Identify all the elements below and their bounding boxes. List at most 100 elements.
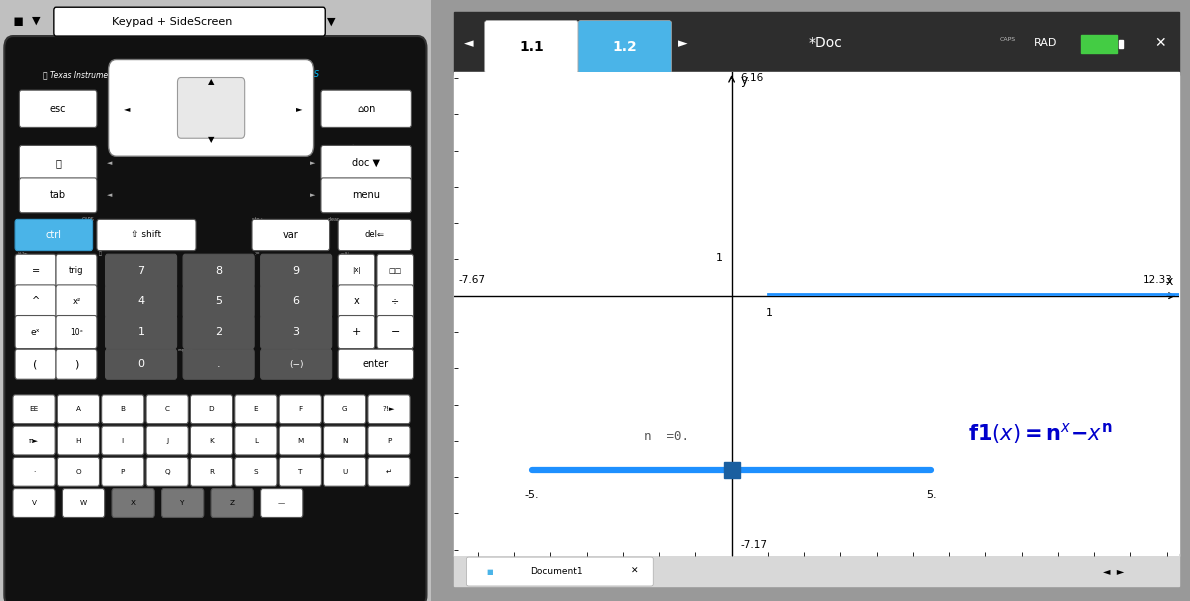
FancyBboxPatch shape	[368, 457, 411, 486]
Bar	[453, 554, 1178, 586]
Text: ◄: ◄	[464, 37, 474, 50]
Bar	[1119, 40, 1123, 48]
Text: -5.: -5.	[525, 490, 539, 500]
Text: Y: Y	[181, 500, 184, 506]
FancyBboxPatch shape	[101, 395, 144, 424]
Text: 3: 3	[293, 327, 300, 337]
Text: E: E	[253, 406, 258, 412]
Text: trig: trig	[69, 266, 83, 275]
Text: V: V	[31, 500, 37, 506]
Text: ▲: ▲	[208, 77, 214, 85]
Text: π►: π►	[29, 438, 39, 444]
Text: ⓘ: ⓘ	[58, 286, 61, 291]
FancyBboxPatch shape	[5, 36, 426, 601]
Text: menu: menu	[352, 191, 380, 200]
Text: 🐾 Texas Instruments: 🐾 Texas Instruments	[43, 70, 120, 79]
Text: x: x	[353, 296, 359, 307]
FancyBboxPatch shape	[252, 219, 330, 251]
FancyBboxPatch shape	[112, 489, 155, 517]
FancyBboxPatch shape	[146, 395, 188, 424]
Text: −: −	[390, 327, 400, 337]
Bar	[453, 12, 1178, 75]
FancyBboxPatch shape	[13, 426, 55, 455]
FancyBboxPatch shape	[377, 285, 414, 318]
Text: =: =	[31, 266, 39, 276]
Text: -7.67: -7.67	[459, 275, 486, 285]
FancyBboxPatch shape	[183, 349, 255, 379]
FancyBboxPatch shape	[57, 457, 100, 486]
FancyBboxPatch shape	[377, 254, 414, 287]
Text: ◄  ►: ◄ ►	[1103, 567, 1125, 576]
FancyBboxPatch shape	[15, 285, 56, 318]
FancyBboxPatch shape	[368, 426, 411, 455]
Text: n  =0.: n =0.	[644, 430, 689, 443]
FancyBboxPatch shape	[321, 145, 412, 180]
FancyBboxPatch shape	[56, 254, 96, 287]
FancyBboxPatch shape	[177, 78, 245, 138]
Text: ◄: ◄	[107, 160, 113, 166]
Text: Document1: Document1	[530, 567, 582, 576]
Text: 1: 1	[138, 327, 144, 337]
Text: √: √	[58, 317, 61, 322]
FancyBboxPatch shape	[96, 219, 196, 251]
Text: ↵: ↵	[386, 469, 392, 475]
Text: EE: EE	[30, 406, 38, 412]
Text: 8: 8	[215, 266, 223, 276]
Text: P: P	[387, 438, 392, 444]
Text: TI-nspire CX II CAS: TI-nspire CX II CAS	[240, 70, 319, 79]
FancyBboxPatch shape	[211, 489, 253, 517]
FancyBboxPatch shape	[338, 219, 412, 251]
Text: ◄: ◄	[107, 192, 113, 198]
Text: P: P	[120, 469, 125, 475]
Text: Q: Q	[164, 469, 170, 475]
Text: R: R	[209, 469, 214, 475]
Text: □□: □□	[389, 268, 402, 273]
Text: capture: capture	[177, 348, 193, 352]
Text: x: x	[1166, 275, 1173, 288]
FancyBboxPatch shape	[234, 395, 277, 424]
FancyBboxPatch shape	[338, 349, 414, 379]
Bar	[1081, 35, 1117, 53]
Text: Keypad + SideScreen: Keypad + SideScreen	[112, 17, 232, 26]
FancyBboxPatch shape	[13, 457, 55, 486]
Text: ✕: ✕	[631, 567, 638, 576]
Text: (−): (−)	[289, 360, 303, 368]
Text: CAPS: CAPS	[1000, 37, 1016, 41]
FancyBboxPatch shape	[13, 489, 55, 517]
FancyBboxPatch shape	[368, 395, 411, 424]
Text: ctrl: ctrl	[46, 230, 62, 240]
Text: —: —	[278, 500, 286, 506]
Text: ⁿ√: ⁿ√	[17, 317, 23, 322]
FancyBboxPatch shape	[183, 254, 255, 287]
Text: ans: ans	[292, 348, 299, 352]
Text: ▪: ▪	[13, 12, 24, 30]
Text: doc ▼: doc ▼	[352, 158, 380, 168]
Text: 1.1: 1.1	[519, 40, 544, 54]
FancyBboxPatch shape	[578, 20, 671, 73]
Text: 4: 4	[138, 296, 145, 307]
FancyBboxPatch shape	[321, 178, 412, 213]
Text: S: S	[253, 469, 258, 475]
FancyBboxPatch shape	[190, 457, 232, 486]
Text: ⌂on: ⌂on	[357, 104, 375, 114]
Text: 5.: 5.	[926, 490, 937, 500]
Text: ■: ■	[486, 569, 493, 575]
FancyBboxPatch shape	[13, 395, 55, 424]
Text: W: W	[80, 500, 87, 506]
FancyBboxPatch shape	[56, 285, 96, 318]
Text: U: U	[342, 469, 347, 475]
Bar	[1079, 34, 1119, 54]
FancyBboxPatch shape	[54, 7, 325, 36]
FancyBboxPatch shape	[261, 316, 332, 349]
FancyBboxPatch shape	[15, 219, 93, 251]
Text: del⇐: del⇐	[365, 231, 384, 239]
Text: 1.2: 1.2	[613, 40, 638, 54]
Text: tab: tab	[50, 191, 67, 200]
Text: .: .	[217, 359, 220, 369]
Text: eˣ: eˣ	[31, 328, 40, 337]
Text: $\mathbf{f1}(x)\mathbf{=}\mathbf{n}^x\mathbf{-}x^\mathbf{n}$: $\mathbf{f1}(x)\mathbf{=}\mathbf{n}^x\ma…	[967, 421, 1111, 446]
Bar	[0, 0, 431, 42]
Text: { }: { }	[58, 348, 64, 352]
Text: ÷: ÷	[380, 317, 383, 321]
FancyBboxPatch shape	[183, 285, 255, 318]
